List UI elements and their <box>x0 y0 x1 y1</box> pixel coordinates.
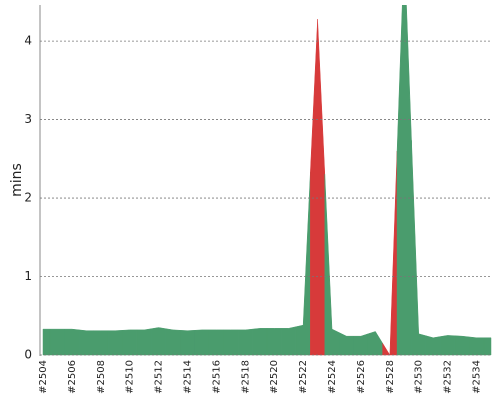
x-tick-label: #2506 <box>67 360 78 394</box>
area-segment <box>208 329 224 356</box>
area-segment <box>93 330 109 356</box>
area-segment <box>136 328 152 356</box>
x-tick-label: #2528 <box>385 360 396 394</box>
x-tick-label: #2516 <box>211 360 222 394</box>
x-tick-label: #2504 <box>38 360 49 394</box>
area-segment <box>483 337 492 356</box>
area-segment <box>180 330 195 356</box>
x-tick-label: #2514 <box>183 360 194 394</box>
x-tick-label: #2524 <box>327 360 338 394</box>
area-segment <box>324 174 340 356</box>
x-tick-label: #2534 <box>472 360 483 394</box>
area-segment <box>252 328 268 356</box>
x-tick-label: #2530 <box>414 360 425 394</box>
area-segment <box>382 150 398 356</box>
area-segment <box>194 329 210 356</box>
area-segment <box>396 5 412 356</box>
area-segment <box>339 332 354 356</box>
x-tick-label: #2520 <box>269 360 280 394</box>
x-tick-label: #2508 <box>96 360 107 394</box>
area-segment <box>425 335 441 356</box>
area-segment <box>223 329 239 356</box>
area-segment <box>107 330 123 356</box>
area-segment <box>151 327 167 356</box>
x-tick-label: #2522 <box>298 360 309 394</box>
area-segment <box>310 19 326 356</box>
area-segment <box>440 335 456 356</box>
area-segment <box>454 335 470 356</box>
area-segment <box>367 331 383 356</box>
x-tick-label: #2512 <box>154 360 165 394</box>
x-tick-label: #2518 <box>240 360 251 394</box>
x-tick-label: #2510 <box>125 360 136 394</box>
y-tick-label: 1 <box>24 269 32 283</box>
y-axis-label: mins <box>9 163 25 197</box>
x-tick-label: #2532 <box>443 360 454 394</box>
x-tick-label: #2526 <box>356 360 367 394</box>
y-tick-label: 4 <box>24 34 32 48</box>
y-tick-label: 0 <box>24 348 32 362</box>
area-segment <box>411 140 427 356</box>
area-segment <box>165 328 181 356</box>
area-segment <box>281 326 297 356</box>
y-tick-label: 2 <box>24 191 32 205</box>
area-segment <box>266 328 282 356</box>
y-tick-label: 3 <box>24 112 32 126</box>
area-segment <box>469 336 485 356</box>
area-segment <box>237 328 253 356</box>
area-segment <box>64 328 80 356</box>
area-segment <box>122 329 138 356</box>
area-segment <box>49 328 65 356</box>
area-segment <box>353 333 369 356</box>
area-segment <box>295 172 311 356</box>
plot-area <box>42 5 492 356</box>
area-segment <box>42 328 51 356</box>
area-segment <box>78 329 94 356</box>
